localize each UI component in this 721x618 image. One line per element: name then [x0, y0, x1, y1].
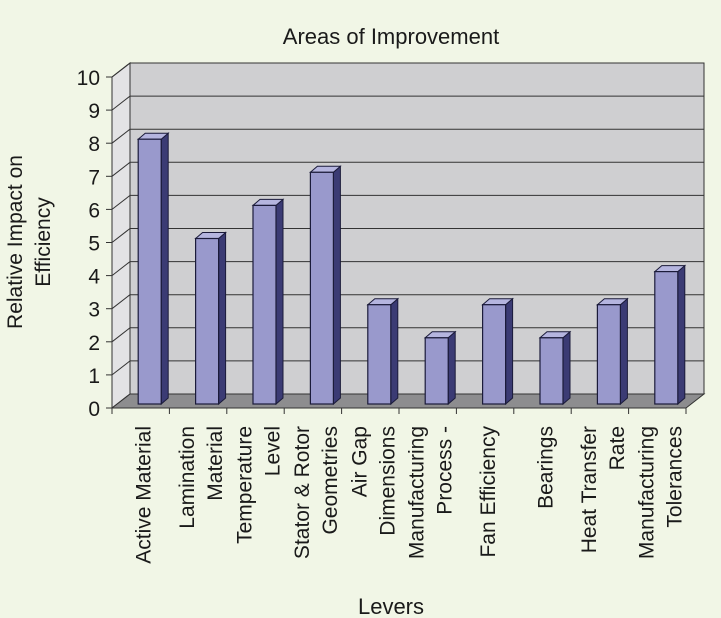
y-tick-label: 6: [88, 199, 100, 222]
bar-front: [252, 204, 277, 405]
bar-front: [309, 171, 334, 405]
bar: [251, 198, 285, 406]
x-tick-label: Rate: [606, 426, 629, 470]
bar-side: [218, 231, 227, 406]
gridline-side: [111, 228, 131, 243]
x-tick-label: Material: [204, 426, 227, 501]
y-tick-label: 1: [88, 365, 100, 388]
bar-side: [505, 297, 514, 406]
x-tick-label: Fan Efficiency: [477, 426, 500, 558]
x-tick-label: Manufacturing: [406, 426, 429, 559]
bar-front: [539, 337, 564, 405]
gridline-side: [111, 294, 131, 310]
bar: [194, 231, 227, 406]
x-tick-label: Lamination: [176, 426, 199, 529]
gridline-side: [111, 195, 131, 210]
y-tick-label: 0: [88, 398, 100, 421]
y-tick-label: 4: [88, 266, 100, 289]
bar: [653, 264, 687, 406]
y-tick-label: 2: [88, 332, 100, 355]
chart-title: Areas of Improvement: [283, 24, 499, 49]
bar-side: [677, 264, 686, 406]
bar-side: [275, 198, 284, 406]
x-tick-label: Active Material: [133, 426, 156, 564]
gridline-side: [111, 327, 131, 343]
y-tick-label: 3: [88, 299, 100, 322]
gridline-side: [111, 161, 131, 177]
y-axis-label-line2: Efficiency: [32, 197, 55, 287]
x-tick-label: Bearings: [535, 426, 558, 509]
bar: [481, 297, 514, 406]
x-tick-label: Air Gap: [348, 426, 371, 497]
bar-front: [195, 237, 220, 405]
x-tick-label: Manufacturing: [635, 426, 658, 559]
x-tick-label: Geometries: [319, 426, 342, 535]
x-tick-label: Dimensions: [376, 426, 399, 536]
gridline-side: [111, 261, 131, 276]
bar-side: [332, 165, 341, 406]
bar-front: [596, 304, 622, 405]
gridline-side: [111, 95, 131, 111]
y-tick-label: 7: [88, 166, 100, 189]
plot-area: 0 1 2 3 4 5 6 7 8 9 10 Active Material Lamination Mat…: [77, 61, 706, 564]
x-tick-label: Process -: [434, 426, 457, 515]
y-tick-label: 8: [88, 133, 100, 156]
gridline-side: [111, 360, 131, 376]
bar-side: [447, 330, 456, 406]
bar-side: [160, 132, 169, 406]
bar-side: [562, 330, 571, 406]
bar: [366, 297, 400, 406]
bar-front: [482, 304, 507, 405]
bar-front: [424, 337, 449, 405]
bar: [309, 165, 342, 406]
x-tick-label: Tolerances: [663, 426, 686, 528]
bar: [538, 330, 572, 406]
bar: [596, 297, 629, 406]
bar: [136, 132, 170, 406]
gridline-side: [111, 128, 131, 144]
bar: [423, 330, 457, 406]
bar-front: [654, 271, 679, 405]
x-tick-label: Level: [262, 426, 285, 476]
x-tick-label: Heat Transfer: [578, 426, 601, 553]
y-tick-label: 10: [77, 67, 100, 90]
bar-front: [137, 138, 162, 405]
y-axis-label-line1: Relative Impact on: [4, 155, 27, 329]
x-axis-label: Levers: [358, 594, 424, 618]
bar-side: [390, 297, 399, 406]
bar-side: [619, 297, 628, 406]
y-tick-label: 9: [88, 100, 100, 123]
bar-front: [367, 304, 392, 405]
x-tick-label: Stator & Rotor: [291, 426, 314, 559]
gridline-side: [111, 62, 131, 78]
x-tick-label: Temperature: [234, 426, 257, 544]
y-tick-label: 5: [88, 233, 100, 256]
